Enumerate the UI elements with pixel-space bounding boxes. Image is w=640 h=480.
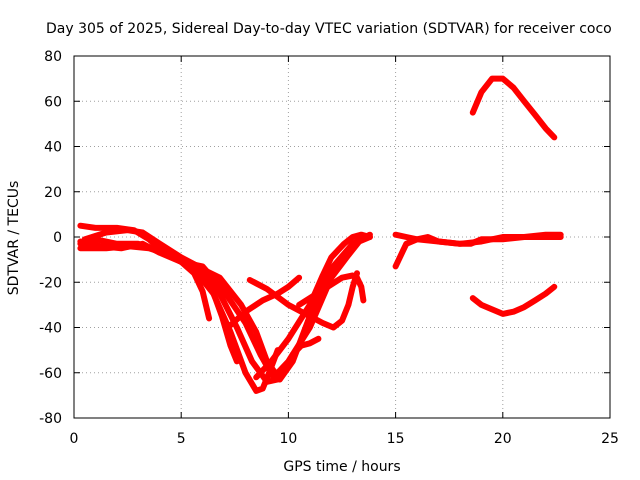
x-tick-label: 20 (494, 431, 512, 447)
x-tick-label: 25 (601, 431, 619, 447)
series-line-s13 (469, 75, 558, 141)
y-tick-label: 0 (53, 230, 62, 246)
series-line-s4 (81, 227, 322, 385)
y-tick-label: -60 (39, 366, 62, 382)
series-line-s6 (188, 231, 373, 383)
series-line-s14 (469, 283, 558, 317)
y-tick-label: -40 (39, 321, 62, 337)
y-tick-label: 80 (44, 49, 62, 65)
y-tick-label: 60 (44, 94, 62, 110)
x-tick-label: 15 (387, 431, 405, 447)
x-tick-label: 0 (70, 431, 79, 447)
y-axis-label: SDTVAR / TECUs (6, 181, 22, 296)
series-line-s8 (227, 274, 303, 329)
series-line-s1 (77, 222, 213, 322)
series-line-s7 (253, 231, 373, 381)
y-tick-label: -20 (39, 275, 62, 291)
y-tick-label: -80 (39, 411, 62, 427)
y-tick-label: 40 (44, 140, 62, 156)
x-tick-label: 10 (279, 431, 297, 447)
chart-title: Day 305 of 2025, Sidereal Day-to-day VTE… (46, 21, 612, 37)
x-tick-label: 5 (177, 431, 186, 447)
series-line-s9 (246, 270, 360, 331)
series-line-s12 (392, 231, 564, 247)
axis-ticks: 0 5 10 15 20 25 -80 -60 -40 -20 0 20 40 60 80 (39, 49, 619, 447)
series-line-s5 (77, 234, 373, 381)
series-layer (77, 75, 564, 394)
series-line-s10 (296, 272, 367, 308)
y-tick-label: 20 (44, 185, 62, 201)
series-line-s2 (77, 238, 240, 365)
x-axis-label: GPS time / hours (283, 459, 400, 475)
